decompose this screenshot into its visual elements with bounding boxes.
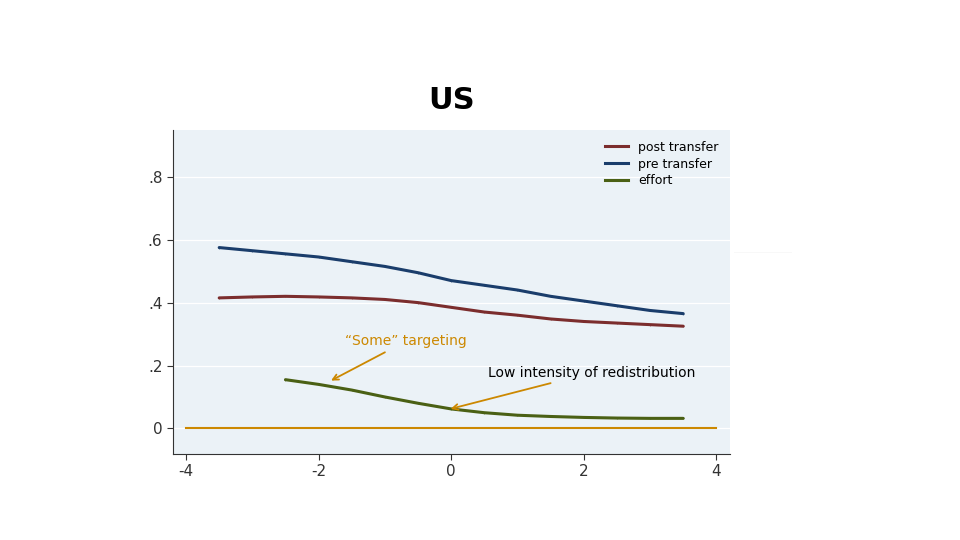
- Text: Low intensity of redistribution: Low intensity of redistribution: [452, 366, 695, 410]
- Legend: post transfer, pre transfer, effort: post transfer, pre transfer, effort: [600, 136, 723, 192]
- Text: US: US: [428, 86, 474, 115]
- Text: “Some” targeting: “Some” targeting: [333, 334, 467, 380]
- Text: 14: 14: [921, 521, 936, 535]
